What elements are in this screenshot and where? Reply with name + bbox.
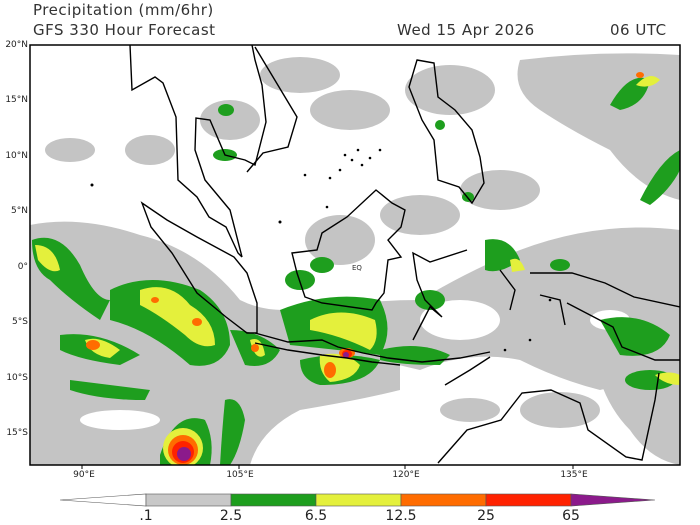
lon-label: 135°E: [560, 470, 588, 480]
colorbar-label: 2.5: [219, 508, 243, 524]
colorbar-segment-4: [400, 493, 487, 507]
colorbar-label: 6.5: [304, 508, 328, 524]
small-islands: [90, 148, 552, 352]
map-frame: [29, 44, 681, 466]
forecast-time: 06 UTC: [610, 21, 667, 39]
lat-label: 15°N: [5, 95, 28, 105]
coastlines: [129, 45, 680, 464]
colorbar-label: 65: [562, 508, 580, 524]
lat-label: 10°S: [6, 373, 28, 383]
lat-label: 5°N: [11, 206, 28, 216]
colorbar-label: .1: [139, 508, 153, 524]
lat-label: 20°N: [5, 40, 28, 50]
lat-label: 0°: [17, 262, 28, 272]
colorbar: [59, 493, 656, 507]
colorbar-segment-2: [230, 493, 317, 507]
precip-light-areas: [30, 53, 680, 465]
map-title: Precipitation (mm/6hr): [33, 1, 214, 19]
colorbar-segment-5: [485, 493, 572, 507]
map-subtitle: GFS 330 Hour Forecast: [33, 21, 216, 39]
colorbar-segment-3: [315, 493, 402, 507]
precip-max-areas: [177, 352, 349, 461]
equator-label: EQ: [352, 264, 362, 272]
lon-label: 90°E: [73, 470, 95, 480]
colorbar-label: 12.5: [385, 508, 417, 524]
colorbar-below-triangle: [59, 493, 147, 507]
axis-ticks: [81, 465, 574, 469]
lat-label: 15°S: [6, 428, 28, 438]
lat-label: 10°N: [5, 151, 28, 161]
lon-label: 105°E: [226, 470, 254, 480]
colorbar-label: 25: [477, 508, 495, 524]
forecast-date: Wed 15 Apr 2026: [397, 21, 535, 39]
lon-label: 120°E: [392, 470, 420, 480]
colorbar-segment-1: [145, 493, 232, 507]
lat-label: 5°S: [12, 317, 28, 327]
colorbar-above-triangle: [570, 493, 656, 507]
